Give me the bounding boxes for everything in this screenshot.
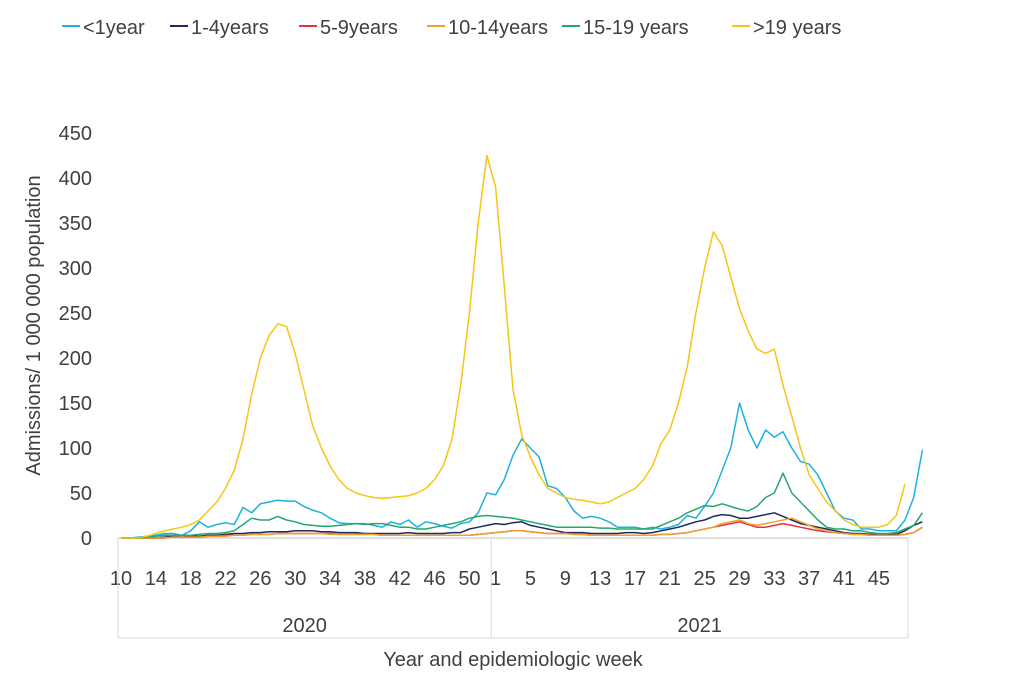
y-tick-label: 0 (81, 528, 92, 550)
x-tick-label: 41 (833, 568, 855, 590)
x-tick-label: 9 (560, 568, 571, 590)
x-tick-label: 21 (659, 568, 681, 590)
y-tick-label: 300 (59, 258, 92, 280)
x-tick-label: 34 (319, 568, 341, 590)
x-tick-label: 29 (728, 568, 750, 590)
x-tick-label: 10 (110, 568, 132, 590)
x-tick-label: 25 (694, 568, 716, 590)
y-axis-ticks: 0 50 100 150 200 250 300 350 400 450 (59, 123, 92, 550)
y-tick-label: 50 (70, 483, 92, 505)
x-tick-label: 22 (214, 568, 236, 590)
legend-entry: >19 years (753, 17, 841, 39)
y-tick-label: 250 (59, 303, 92, 325)
x-tick-label: 17 (624, 568, 646, 590)
x-tick-label: 5 (525, 568, 536, 590)
x-axis-title: Year and epidemiologic week (383, 649, 643, 671)
y-axis-title: Admissions/ 1 000 000 population (23, 175, 45, 475)
legend-entry: 1-4years (191, 17, 269, 39)
x-tick-label: 13 (589, 568, 611, 590)
y-tick-label: 100 (59, 438, 92, 460)
chart-legend: <1year 1-4years 5-9years 10-14years 15-19 ye… (62, 17, 841, 39)
x-tick-label: 42 (389, 568, 411, 590)
y-tick-label: 200 (59, 348, 92, 370)
x-tick-label: 30 (284, 568, 306, 590)
x-tick-label: 26 (249, 568, 271, 590)
x-tick-label: 33 (763, 568, 785, 590)
y-tick-label: 350 (59, 213, 92, 235)
year-group-label: 2021 (677, 615, 722, 637)
x-tick-label: 1 (490, 568, 501, 590)
series-line (121, 402, 924, 539)
legend-entry: 5-9years (320, 17, 398, 39)
series-line (121, 472, 924, 539)
x-tick-label: 50 (458, 568, 480, 590)
legend-entry: <1year (83, 17, 145, 39)
series-line (121, 154, 906, 539)
x-tick-label: 37 (798, 568, 820, 590)
x-tick-label: 18 (180, 568, 202, 590)
x-tick-label: 14 (145, 568, 167, 590)
y-tick-label: 450 (59, 123, 92, 145)
x-axis-year-groups: 2020 2021 (117, 538, 909, 638)
year-group-label: 2020 (282, 615, 327, 637)
legend-entry: 15-19 years (583, 17, 689, 39)
x-tick-label: 46 (423, 568, 445, 590)
y-tick-label: 150 (59, 393, 92, 415)
legend-entry: 10-14years (448, 17, 548, 39)
series-line (121, 517, 923, 539)
x-tick-label: 45 (868, 568, 890, 590)
y-tick-label: 400 (59, 168, 92, 190)
chart-series (121, 154, 924, 539)
x-axis-ticks: 10 14 18 22 26 30 34 38 42 46 50 1 5 9 13 17 21 25 29 33 37 4… (110, 568, 890, 590)
x-tick-label: 38 (354, 568, 376, 590)
